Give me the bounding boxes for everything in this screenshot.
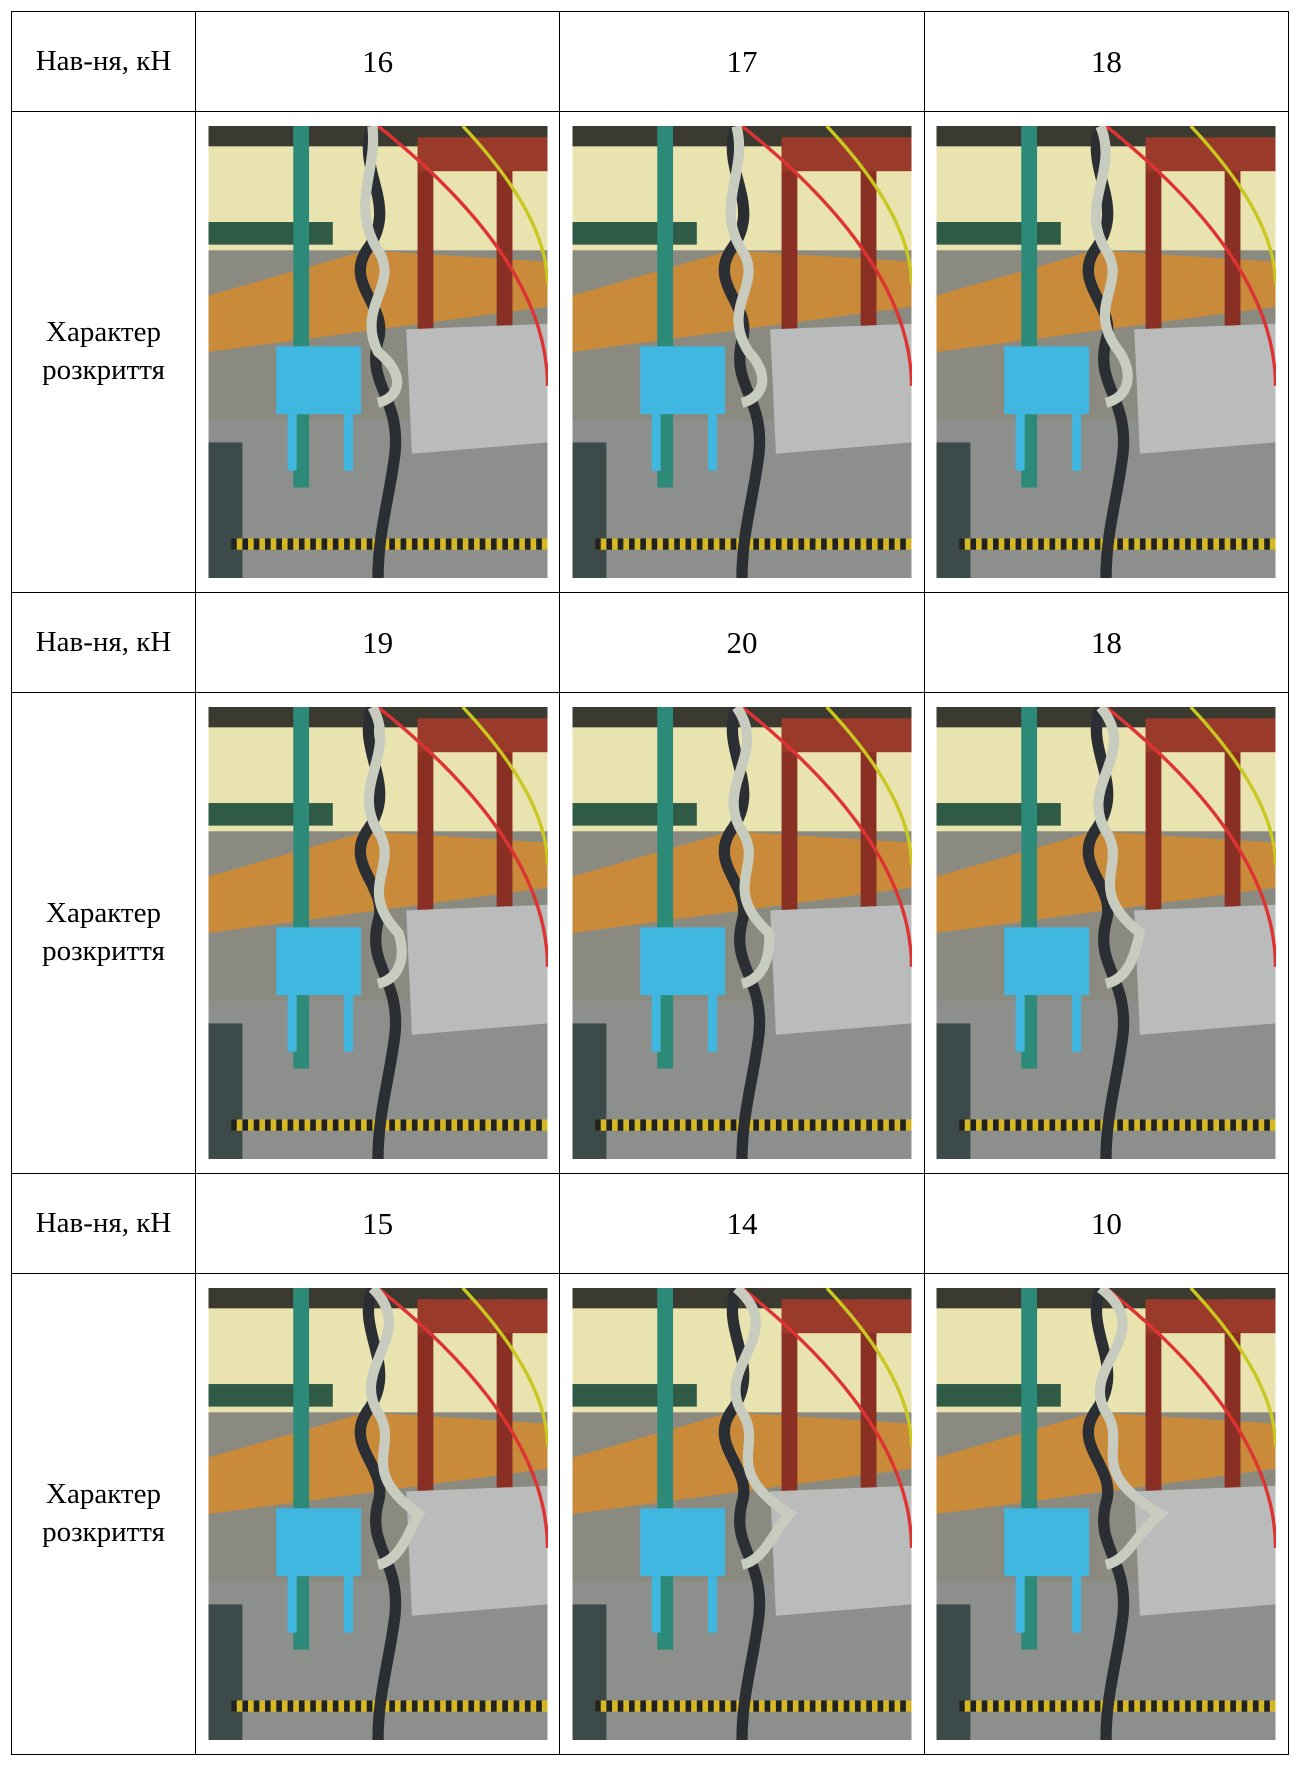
photo bbox=[936, 1288, 1277, 1740]
photo bbox=[572, 1288, 912, 1740]
photo-row: Характер розкриття bbox=[11, 692, 1290, 1174]
load-value: 17 bbox=[559, 11, 925, 112]
photo bbox=[208, 707, 548, 1159]
load-value: 10 bbox=[923, 1173, 1290, 1274]
load-row: Нав-ня, кН 15 14 10 bbox=[11, 1173, 1290, 1274]
photo bbox=[936, 707, 1277, 1159]
row-label: Характер розкриття bbox=[11, 692, 196, 1174]
row-label: Нав-ня, кН bbox=[11, 1173, 196, 1274]
load-row: Нав-ня, кН 19 20 18 bbox=[11, 592, 1290, 693]
label-text: Характер розкриття bbox=[42, 316, 165, 386]
load-value: 20 bbox=[559, 592, 925, 693]
row-label: Нав-ня, кН bbox=[11, 592, 196, 693]
photo-cell bbox=[559, 692, 925, 1174]
photo-cell bbox=[194, 1273, 561, 1755]
photo-cell bbox=[923, 111, 1290, 593]
photo-cell bbox=[923, 1273, 1290, 1755]
load-value: 18 bbox=[923, 592, 1290, 693]
row-label: Характер розкриття bbox=[11, 1273, 196, 1755]
photo-cell bbox=[559, 1273, 925, 1755]
photo bbox=[936, 126, 1277, 578]
load-row: Нав-ня, кН 16 17 18 bbox=[11, 11, 1290, 112]
label-text: Нав-ня, кН bbox=[35, 1206, 172, 1239]
photo-cell bbox=[923, 692, 1290, 1174]
label-text: Характер розкриття bbox=[42, 897, 165, 967]
load-value: 19 bbox=[194, 592, 561, 693]
label-text: Нав-ня, кН bbox=[35, 44, 172, 77]
photo bbox=[208, 126, 548, 578]
photo-cell bbox=[194, 111, 561, 593]
photo-row: Характер розкриття bbox=[11, 111, 1290, 593]
photo-row: Характер розкриття bbox=[11, 1273, 1290, 1755]
load-value: 14 bbox=[559, 1173, 925, 1274]
load-value: 15 bbox=[194, 1173, 561, 1274]
load-value: 16 bbox=[194, 11, 561, 112]
label-text: Характер розкриття bbox=[42, 1478, 165, 1548]
results-table: Нав-ня, кН 16 17 18 Характер розкриття Нав-ня… bbox=[11, 11, 1290, 1755]
photo bbox=[208, 1288, 548, 1740]
photo bbox=[572, 126, 912, 578]
photo-cell bbox=[559, 111, 925, 593]
photo-cell bbox=[194, 692, 561, 1174]
label-text: Нав-ня, кН bbox=[35, 625, 172, 658]
row-label: Характер розкриття bbox=[11, 111, 196, 593]
load-value: 18 bbox=[923, 11, 1290, 112]
photo bbox=[572, 707, 912, 1159]
row-label: Нав-ня, кН bbox=[11, 11, 196, 112]
